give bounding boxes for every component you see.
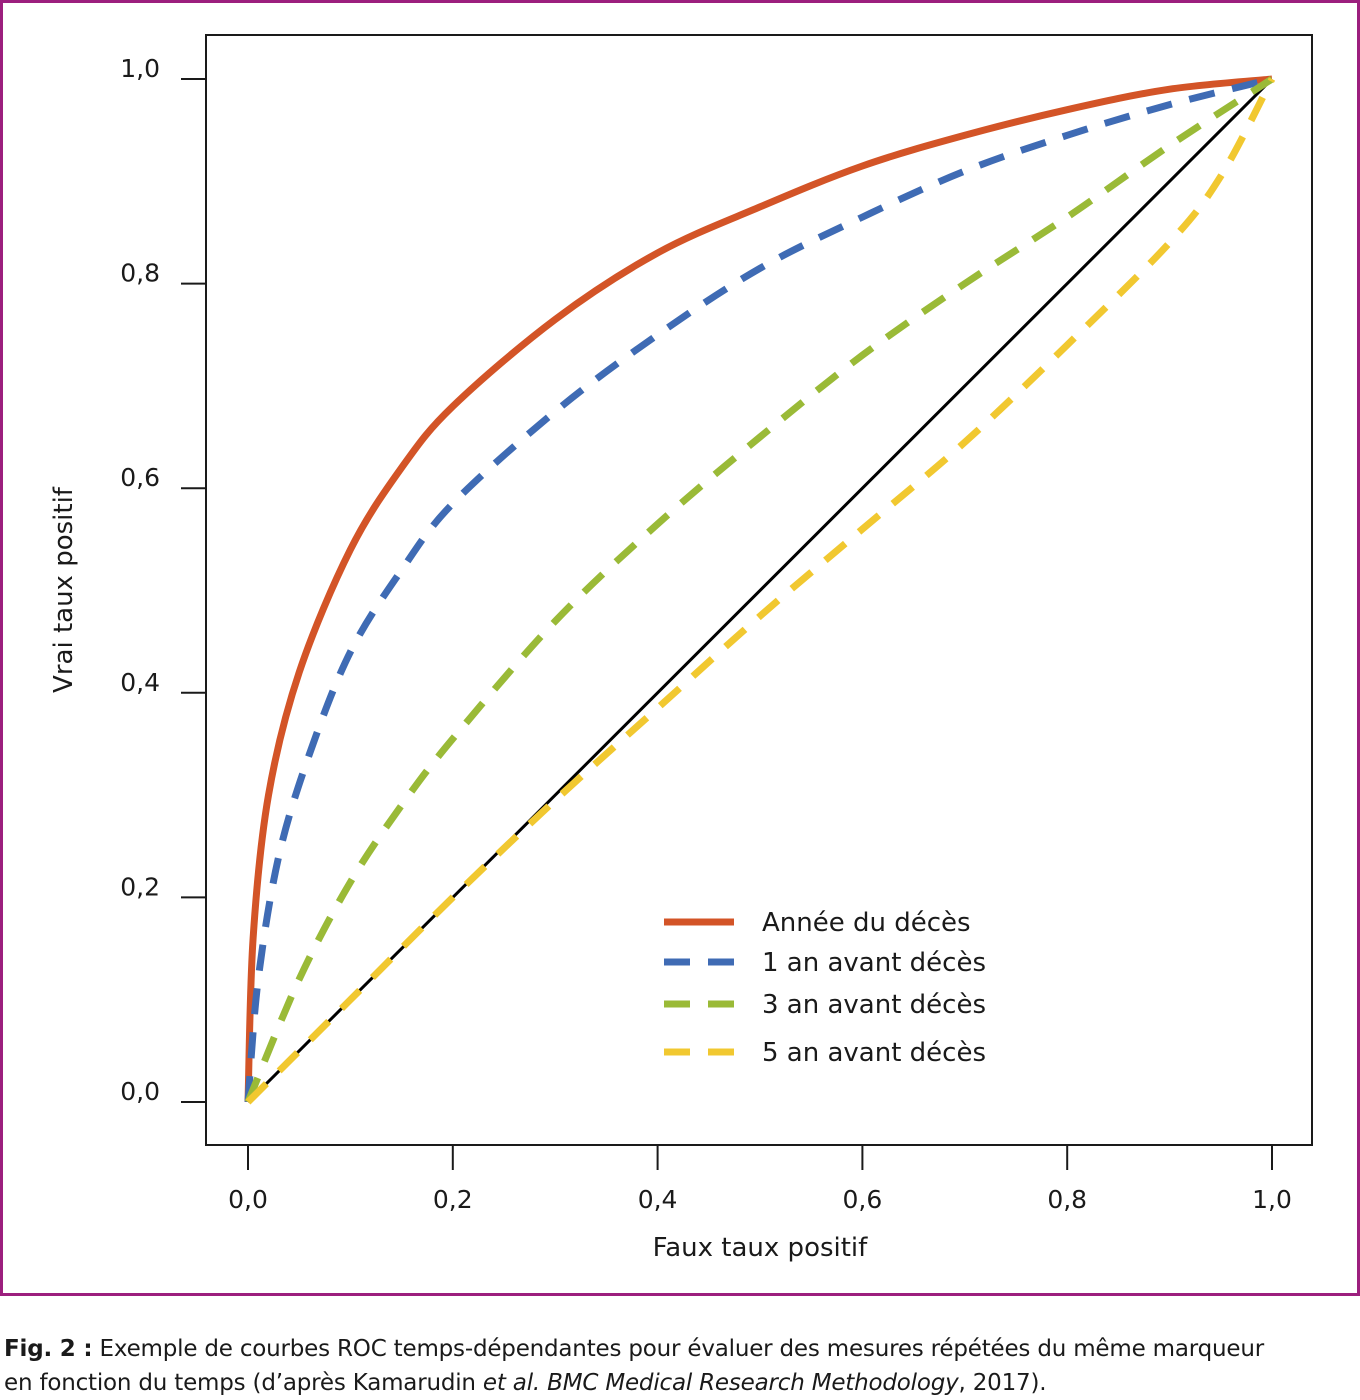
x-tick-label: 0,4: [638, 1185, 678, 1214]
series-line-3-an-avant-deces: [244, 76, 1274, 1104]
x-axis: 0,0 0,2 0,4 0,6 0,8 1,0: [228, 1145, 1292, 1214]
caption-line-1: Fig. 2 : Exemple de courbes ROC temps-dé…: [4, 1332, 1356, 1366]
roc-chart: 0,0 0,2 0,4 0,6 0,8 1,0 0,0 0,2 0,4 0,6 0,8 1,0 Fa…: [0, 0, 1360, 1296]
series-line-annee-du-deces: [244, 75, 1273, 1103]
legend-label: 1 an avant décès: [762, 948, 986, 978]
caption-label: Fig. 2 :: [4, 1336, 93, 1362]
caption-etal: et al.: [482, 1370, 540, 1396]
caption-text-1: Exemple de courbes ROC temps-dépendantes…: [92, 1336, 1265, 1362]
y-tick-label: 0,6: [120, 463, 160, 492]
x-tick-label: 0,6: [843, 1185, 883, 1214]
caption-journal: BMC Medical Research Methodology: [547, 1370, 959, 1396]
series-layer: [244, 75, 1276, 1105]
figure-caption: Fig. 2 : Exemple de courbes ROC temps-dé…: [4, 1332, 1356, 1400]
y-axis: 0,0 0,2 0,4 0,6 0,8 1,0: [120, 54, 206, 1106]
reference-line: [246, 77, 1274, 1104]
legend: Année du décès 1 an avant décès 3 an avant…: [664, 908, 986, 1068]
y-tick-label: 1,0: [120, 54, 160, 83]
y-axis-label: Vrai taux positif: [49, 486, 79, 693]
figure-frame: 0,0 0,2 0,4 0,6 0,8 1,0 0,0 0,2 0,4 0,6 0,8 1,0 Fa…: [0, 0, 1360, 1296]
series-line-1-an-avant-deces: [244, 75, 1273, 1103]
caption-end: , 2017).: [958, 1370, 1047, 1396]
series-line-5-an-avant-deces: [245, 77, 1276, 1105]
x-tick-label: 0,0: [228, 1185, 268, 1214]
y-tick-label: 0,8: [120, 259, 160, 288]
reference-diagonal: [246, 77, 1274, 1104]
caption-text-2: en fonction du temps (d’après Kamarudin: [4, 1370, 483, 1396]
legend-label: 5 an avant décès: [762, 1038, 986, 1068]
plot-box: [205, 34, 1313, 1146]
y-tick-label: 0,4: [120, 668, 160, 697]
caption-line-2: en fonction du temps (d’après Kamarudin …: [4, 1366, 1356, 1400]
x-tick-label: 0,8: [1047, 1185, 1087, 1214]
y-tick-label: 0,2: [120, 872, 160, 901]
legend-label: 3 an avant décès: [762, 990, 986, 1020]
y-tick-label: 0,0: [120, 1077, 160, 1106]
x-axis-label: Faux taux positif: [653, 1233, 868, 1263]
x-tick-label: 0,2: [433, 1185, 473, 1214]
legend-label: Année du décès: [762, 908, 971, 938]
figure-border: [0, 0, 1360, 1296]
x-tick-label: 1,0: [1252, 1185, 1292, 1214]
